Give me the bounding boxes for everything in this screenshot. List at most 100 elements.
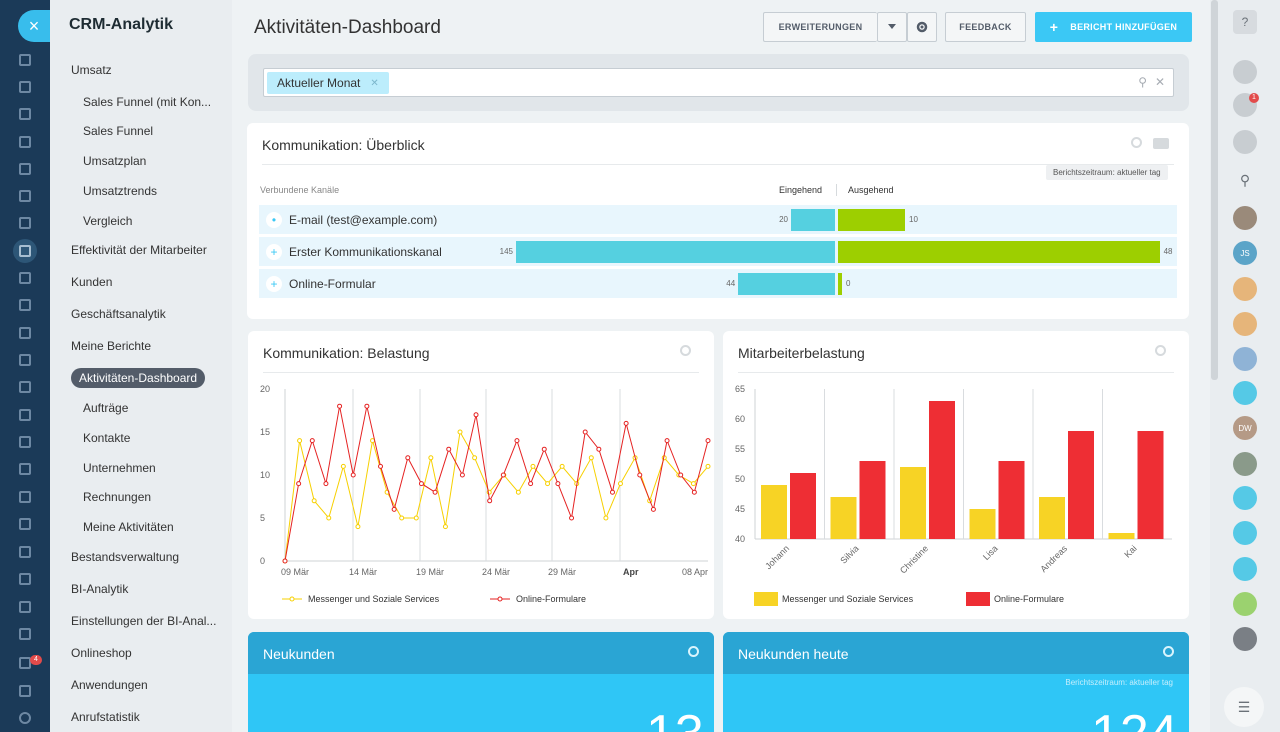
open-lines-icon[interactable]: [1233, 130, 1257, 154]
menu-item[interactable]: Umsatztrends: [83, 184, 158, 198]
menu-item[interactable]: Bestandsverwaltung: [71, 550, 180, 564]
gear-icon[interactable]: [907, 12, 937, 42]
x-tick-label: Apr: [623, 567, 639, 577]
legend-label: Online-Formulare: [994, 594, 1064, 604]
analytics-icon[interactable]: [19, 518, 31, 530]
mail-icon[interactable]: [19, 272, 31, 284]
menu-item[interactable]: Meine Aktivitäten: [83, 520, 174, 534]
gear-icon[interactable]: [1155, 345, 1166, 356]
sites-icon[interactable]: [19, 354, 31, 366]
expand-icon[interactable]: •: [266, 212, 282, 228]
avatar-dw[interactable]: DW: [1233, 416, 1257, 440]
filter-chip[interactable]: Aktueller Monat ✕: [267, 72, 389, 94]
menu-item[interactable]: Onlineshop: [71, 646, 132, 660]
expand-icon[interactable]: +: [266, 244, 282, 260]
menu-item[interactable]: Anrufstatistik: [71, 710, 140, 724]
group-chat-avatar[interactable]: [1233, 521, 1257, 545]
menu-item-active[interactable]: Aktivitäten-Dashboard: [71, 368, 206, 388]
menu-item[interactable]: Unternehmen: [83, 461, 156, 475]
menu-item[interactable]: Umsatz: [71, 63, 112, 77]
scrollbar[interactable]: [1211, 0, 1218, 380]
chip-remove-icon[interactable]: ✕: [370, 77, 379, 89]
contacts-icon[interactable]: [19, 299, 31, 311]
menu-item[interactable]: Geschäftsanalytik: [71, 307, 166, 321]
feedback-button[interactable]: FEEDBACK: [945, 12, 1026, 42]
column-header-incoming: Eingehend: [779, 185, 823, 195]
menu-item[interactable]: Sales Funnel: [83, 124, 154, 138]
legend-marker: [289, 596, 295, 602]
id-card-icon[interactable]: [19, 546, 31, 558]
chat-avatar[interactable]: [1233, 381, 1257, 405]
menu-item[interactable]: Einstellungen der BI-Anal...: [71, 614, 217, 628]
filter-input[interactable]: Aktueller Monat ✕ ⚲ ✕: [263, 68, 1174, 97]
menu-item[interactable]: Sales Funnel (mit Kon...: [83, 95, 212, 109]
calendar-icon[interactable]: [19, 136, 31, 148]
channel-row[interactable]: + Online-Formular: [259, 269, 1177, 298]
x-tick-label: 29 Mär: [548, 567, 576, 577]
channel-row[interactable]: • E-mail (test@example.com): [259, 205, 1177, 234]
avatar[interactable]: [1233, 627, 1257, 651]
help-icon[interactable]: ?: [1233, 10, 1257, 34]
gear-icon[interactable]: [1163, 646, 1174, 657]
data-point: [588, 455, 594, 461]
data-point: [323, 481, 329, 487]
data-point: [442, 524, 448, 530]
menu-item[interactable]: Umsatzplan: [83, 154, 147, 168]
cart-icon[interactable]: [19, 463, 31, 475]
markets-icon[interactable]: [19, 601, 31, 613]
x-tick-label: Kai: [1122, 543, 1138, 559]
timeline-icon[interactable]: [1233, 60, 1257, 84]
company-icon[interactable]: [19, 436, 31, 448]
chat-avatar[interactable]: [1233, 486, 1257, 510]
search-icon[interactable]: ⚲: [1138, 75, 1147, 89]
group-avatar[interactable]: [1233, 312, 1257, 336]
avatar[interactable]: [1233, 206, 1257, 230]
chevron-down-icon[interactable]: [877, 12, 907, 42]
list-icon[interactable]: [19, 685, 31, 697]
menu-item[interactable]: Kontakte: [83, 431, 131, 445]
close-icon[interactable]: ×: [18, 10, 50, 42]
communication-overview-card: Kommunikation: Überblick Berichtszeitrau…: [247, 123, 1189, 319]
gear-icon[interactable]: [680, 345, 691, 356]
avatar-js[interactable]: JS: [1233, 241, 1257, 265]
robot-icon[interactable]: [19, 409, 31, 421]
document-icon[interactable]: [19, 163, 31, 175]
extensions-button[interactable]: ERWEITERUNGEN: [763, 12, 877, 42]
menu-title: CRM-Analytik: [69, 16, 174, 33]
target-icon[interactable]: [19, 327, 31, 339]
more-icon[interactable]: [19, 712, 31, 724]
pen-icon[interactable]: [19, 491, 31, 503]
menu-item[interactable]: Effektivität der Mitarbeiter: [71, 243, 207, 257]
gear-icon[interactable]: [688, 646, 699, 657]
gear-icon[interactable]: [1131, 137, 1142, 148]
drive-icon[interactable]: [19, 217, 31, 229]
search-icon[interactable]: ⚲: [1239, 171, 1251, 188]
bookmark-avatar[interactable]: [1233, 557, 1257, 581]
menu-item[interactable]: Vergleich: [83, 214, 133, 228]
document-avatar[interactable]: [1233, 592, 1257, 616]
outgoing-bar: [838, 209, 905, 231]
menu-item[interactable]: Aufträge: [83, 401, 129, 415]
menu-item[interactable]: BI-Analytik: [71, 582, 129, 596]
menu-item[interactable]: Meine Berichte: [71, 339, 152, 353]
video-icon[interactable]: [1153, 138, 1169, 149]
menu-item[interactable]: Anwendungen: [71, 678, 148, 692]
telephony-icon[interactable]: [19, 381, 31, 393]
expand-icon[interactable]: +: [266, 276, 282, 292]
code-icon[interactable]: [19, 628, 31, 640]
bolt-icon[interactable]: [19, 54, 31, 66]
group-avatar[interactable]: [1233, 277, 1257, 301]
menu-list-icon[interactable]: ☰: [1224, 687, 1264, 727]
box-icon[interactable]: [19, 573, 31, 585]
add-report-button[interactable]: + BERICHT HINZUFÜGEN: [1035, 12, 1192, 42]
avatar[interactable]: [1233, 347, 1257, 371]
employee-load-card: Mitarbeiterbelastung 40 45 50 55 60 65 Johann S…: [723, 331, 1189, 619]
feed-icon[interactable]: [19, 81, 31, 93]
tasks-icon[interactable]: [19, 190, 31, 202]
menu-item[interactable]: Rechnungen: [83, 490, 152, 504]
chat-icon[interactable]: [19, 108, 31, 120]
avatar[interactable]: [1233, 452, 1257, 476]
menu-item[interactable]: Kunden: [71, 275, 113, 289]
clear-icon[interactable]: ✕: [1154, 75, 1165, 89]
crm-funnel-icon[interactable]: [19, 245, 31, 257]
